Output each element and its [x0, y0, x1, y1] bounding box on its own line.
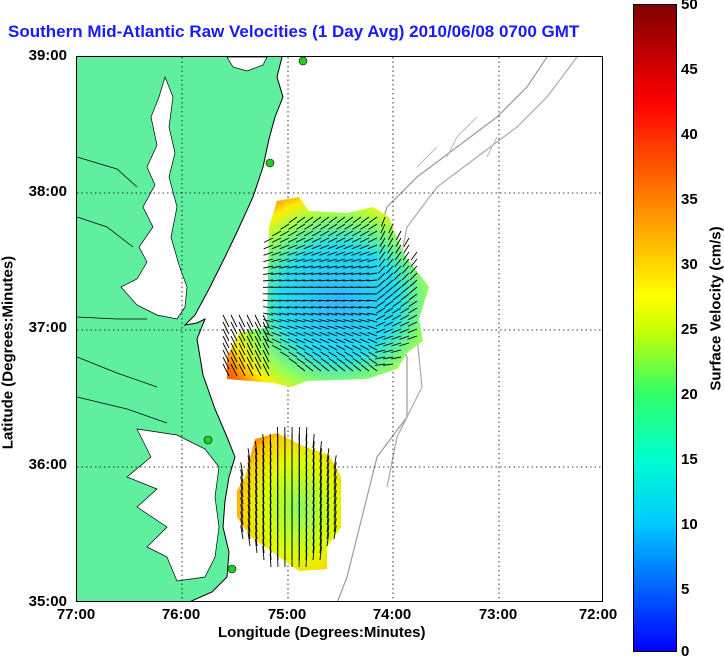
y-tick-38: 38:00 — [29, 183, 67, 200]
station-marker — [228, 565, 236, 573]
station-marker — [266, 159, 274, 167]
colorbar-tick: 20 — [681, 386, 698, 403]
map-canvas — [77, 57, 603, 602]
velocity-arrow — [247, 315, 253, 327]
colorbar-tick: 30 — [681, 256, 698, 273]
velocity-arrow — [239, 322, 245, 334]
x-tick-73: 73:00 — [479, 606, 517, 623]
y-axis-label: Latitude (Degrees:Minutes) — [0, 233, 17, 473]
velocity-field-north — [227, 197, 429, 387]
velocity-arrow — [223, 343, 229, 355]
y-tick-36: 36:00 — [29, 456, 67, 473]
colorbar-tick: 5 — [681, 581, 689, 598]
station-marker — [204, 436, 212, 444]
x-tick-74: 74:00 — [373, 606, 411, 623]
x-axis-label: Longitude (Degrees:Minutes) — [218, 624, 426, 641]
colorbar-tick: 25 — [681, 321, 698, 338]
y-tick-39: 39:00 — [29, 47, 67, 64]
velocity-arrow — [223, 329, 229, 341]
colorbar-label: Surface Velocity (cm/s) — [708, 209, 724, 409]
station-marker — [299, 57, 307, 65]
x-tick-75: 75:00 — [268, 606, 306, 623]
colorbar-tick: 0 — [681, 643, 689, 660]
colorbar-tick: 15 — [681, 451, 698, 468]
velocity-colorbar — [633, 4, 677, 652]
velocity-arrow — [223, 322, 229, 334]
velocity-arrow — [231, 315, 237, 327]
velocity-arrow — [231, 322, 237, 334]
colorbar-tick: 35 — [681, 191, 698, 208]
velocity-arrow — [223, 315, 229, 327]
map-title: Southern Mid-Atlantic Raw Velocities (1 … — [8, 22, 579, 42]
colorbar-tick: 45 — [681, 61, 698, 78]
x-tick-76: 76:00 — [162, 606, 200, 623]
x-tick-77: 77:00 — [57, 606, 95, 623]
velocity-arrow — [255, 315, 261, 327]
velocity-arrow — [411, 252, 417, 260]
colorbar-tick: 40 — [681, 126, 698, 143]
velocity-arrow — [277, 553, 278, 567]
velocity-arrow — [223, 336, 229, 348]
velocity-arrow — [411, 259, 417, 267]
y-tick-37: 37:00 — [29, 319, 67, 336]
velocity-arrow — [231, 329, 237, 341]
colorbar-tick: 10 — [681, 516, 698, 533]
x-tick-72: 72:00 — [579, 606, 617, 623]
map-plot — [76, 56, 603, 602]
velocity-arrow — [239, 315, 245, 327]
colorbar-tick: 50 — [681, 0, 698, 13]
